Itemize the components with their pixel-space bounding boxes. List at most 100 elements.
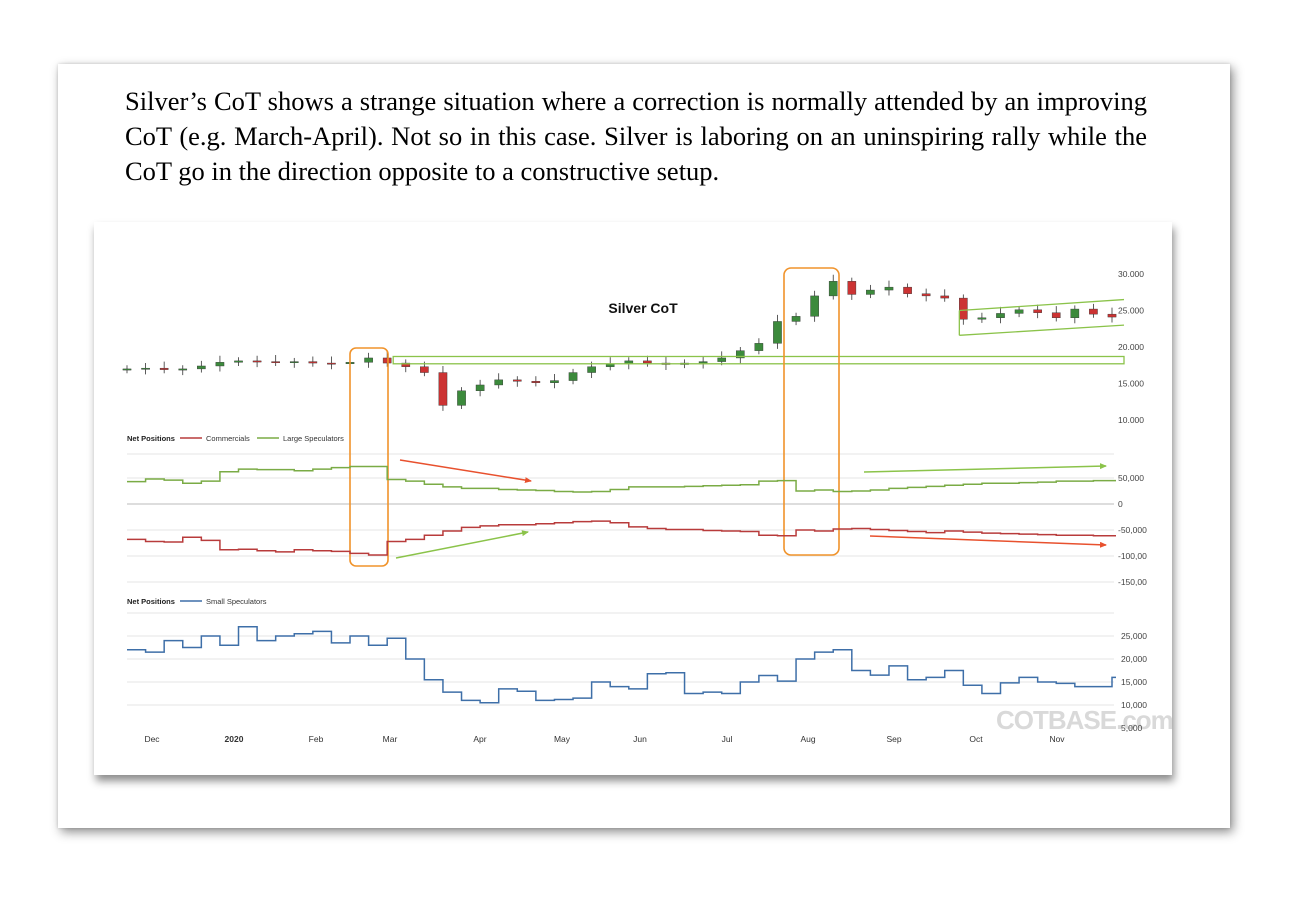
x-tick-label: Feb [309,734,324,744]
candle-body [550,380,559,383]
candle-body [308,361,318,364]
highlight-box-aug [783,267,840,556]
price-tick-label: 10.000 [1118,415,1144,425]
trend-arrow-large-specs-up [863,463,1107,473]
candle-body [141,367,150,370]
candle-body [940,295,950,299]
silver-cot-chart: Silver CoT Net Positions Commercials Large… [122,267,1172,744]
price-tick-label: 15.000 [1118,379,1144,389]
candle-body [698,361,708,364]
cot-tick-label: -100,00 [1118,551,1147,561]
commentary-paragraph: Silver’s CoT shows a strange situation w… [125,86,1147,186]
candle-body [587,366,596,373]
candle-body [494,379,504,386]
candle-body [159,367,169,370]
candle-body [1051,312,1061,319]
candle-body [327,362,336,365]
candle-body [234,360,243,363]
price-tick-label: 20.000 [1118,342,1144,352]
small-speculators-line [127,626,1116,704]
candle-body [1070,308,1080,319]
small-tick-label: 10,000 [1121,700,1147,710]
upper-channel-line [959,298,1125,312]
small-tick-label: 15,000 [1121,677,1147,687]
candle-body [959,297,968,320]
candle-body [903,286,912,294]
candle-body [810,295,819,317]
cot-tick-label: 0 [1118,499,1123,509]
x-tick-label: Apr [473,734,486,744]
x-tick-label: Oct [969,734,983,744]
cot-legend-title: Net Positions [127,434,175,443]
x-tick-label: Aug [800,734,815,744]
candle-body [866,289,875,295]
legend-label: Small Speculators [206,597,267,606]
small-speculators-panel: Net Positions Small Speculators COTBASE.co… [127,597,1172,735]
highlight-box-feb [349,347,389,567]
lower-channel-line [959,324,1125,336]
candle-body [401,362,411,367]
candle-body [512,379,522,382]
x-tick-label: Jul [722,734,733,744]
candle-body [754,343,764,351]
candle-body [735,350,745,359]
x-tick-label: 2020 [225,734,244,744]
candle-body [568,372,578,381]
cot-tick-label: -50,000 [1118,525,1147,535]
candle-body [289,361,299,364]
support-band [392,355,1125,365]
small-tick-label: 25,000 [1121,631,1147,641]
price-tick-label: 25.000 [1118,306,1144,316]
legend-label: Large Speculators [283,434,344,443]
candle-body [791,316,801,322]
chart-card: Silver CoT Net Positions Commercials Large… [94,222,1172,775]
candle-body [531,381,541,383]
candle-body [364,357,373,363]
trend-arrow-large-specs-down [399,459,532,484]
price-panel: Silver CoT [122,274,1117,411]
candle-body [122,368,132,371]
candle-body [921,293,931,297]
candle-body [197,365,206,370]
candle-body [1033,309,1042,313]
candle-body [977,317,987,320]
trend-arrow-commercials-up [395,530,529,559]
x-tick-label: Sep [886,734,901,744]
candle-body [717,357,727,362]
candle-body [828,281,838,297]
candle-body [884,286,894,291]
small-legend-title: Net Positions [127,597,175,606]
small-tick-label: 20,000 [1121,654,1147,664]
candle-body [1107,313,1117,318]
candle-body [996,313,1005,318]
candle-body [457,390,466,406]
trend-arrow-commercials-down [869,535,1107,548]
candle-body [420,366,429,373]
candle-body [438,372,448,406]
watermark-logo: COTBASE.com [996,705,1172,735]
chart-title: Silver CoT [608,300,678,316]
candle-body [382,357,392,364]
candle-body [271,361,280,364]
candle-body [215,362,225,367]
candle-body [1089,308,1098,315]
legend-label: Commercials [206,434,250,443]
candle-body [643,360,652,364]
candle-body [178,368,188,371]
price-tick-label: 30.000 [1118,269,1144,279]
axes: 30.000 25.000 20.000 15.000 10.000 50,000 0 -50… [144,269,1147,744]
candle-body [475,384,485,392]
x-tick-label: May [554,734,571,744]
candle-body [1014,309,1024,314]
candle-body [847,281,857,295]
small-tick-label: 5,000 [1121,723,1143,733]
cot-tick-label: -150,00 [1118,577,1147,587]
large-speculators-line [127,465,1116,493]
document-page: Silver’s CoT shows a strange situation w… [58,64,1230,828]
x-tick-label: Mar [383,734,398,744]
annotations [349,267,1125,567]
x-tick-label: Dec [144,734,160,744]
x-tick-label: Nov [1049,734,1065,744]
commercials-line [127,520,1116,556]
x-tick-label: Jun [633,734,647,744]
